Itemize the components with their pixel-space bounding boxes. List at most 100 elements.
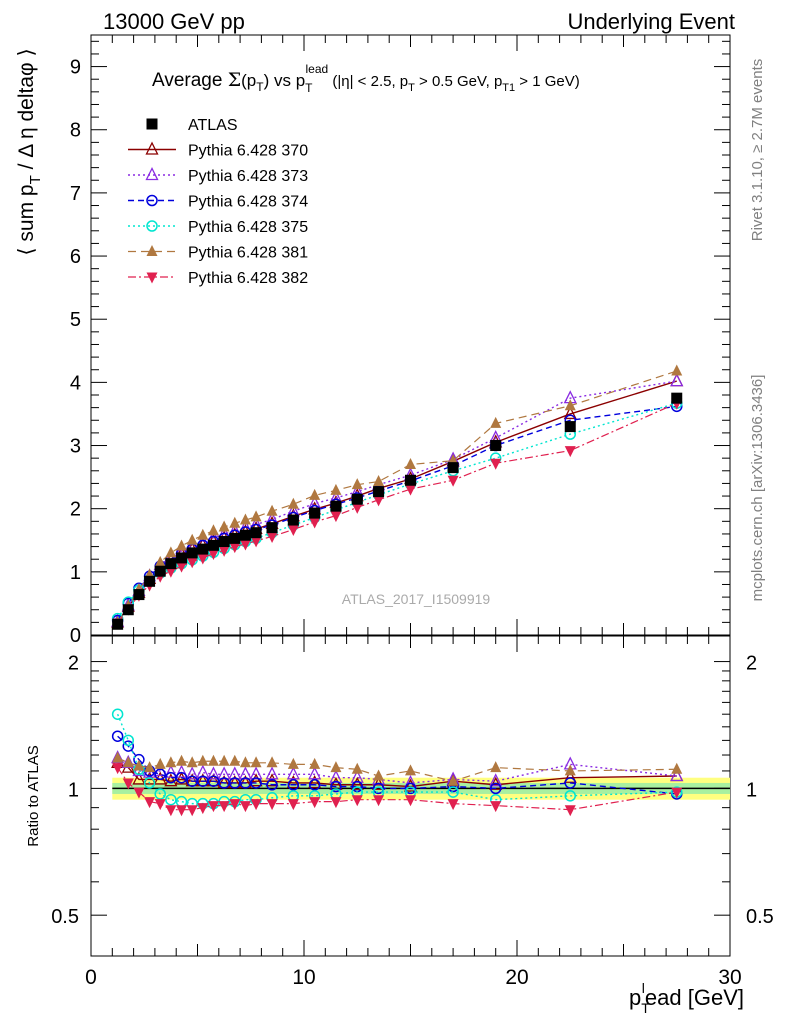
rivet-version-label: Rivet 3.1.10, ≥ 2.7M events xyxy=(749,59,766,242)
series-marker xyxy=(266,504,278,516)
series-marker xyxy=(564,805,576,817)
series-marker xyxy=(373,475,385,487)
series-marker xyxy=(239,539,251,551)
series-marker xyxy=(405,764,416,776)
series-marker xyxy=(250,510,262,522)
atlas-data-marker xyxy=(133,589,145,601)
series-marker xyxy=(563,405,577,420)
series-marker xyxy=(228,766,242,780)
x-tick-label: 20 xyxy=(505,966,528,989)
series-marker xyxy=(218,801,230,813)
series-line xyxy=(117,402,677,619)
series-marker xyxy=(250,756,262,768)
x-tick-label: 10 xyxy=(292,966,315,989)
series-marker xyxy=(309,517,321,529)
series-marker xyxy=(564,446,576,458)
series-marker xyxy=(146,194,158,207)
series-marker xyxy=(207,754,219,766)
atlas-data-marker xyxy=(671,392,683,404)
atlas-data-marker xyxy=(122,604,134,616)
series-marker xyxy=(154,768,166,781)
series-marker xyxy=(309,757,321,769)
series-marker xyxy=(122,778,134,790)
series-marker xyxy=(287,525,299,537)
series-marker xyxy=(145,167,159,181)
series-marker xyxy=(175,771,188,784)
x-tick-label: 0 xyxy=(85,966,97,989)
series-marker xyxy=(351,478,363,490)
atlas-data-marker xyxy=(112,618,124,630)
series-marker xyxy=(447,786,459,798)
atlas-data-marker xyxy=(229,532,241,544)
series-marker xyxy=(146,220,158,232)
series-marker xyxy=(373,495,385,507)
series-marker xyxy=(186,533,198,545)
atlas-data-marker xyxy=(186,547,198,559)
series-line xyxy=(117,380,677,623)
series-marker xyxy=(490,416,502,428)
series-marker xyxy=(133,787,145,799)
atlas-data-marker xyxy=(146,118,158,130)
analysis-watermark: ATLAS_2017_I1509919 xyxy=(342,591,491,607)
series-marker xyxy=(176,539,188,551)
ratio-series-5 xyxy=(112,763,683,817)
series-marker xyxy=(564,399,576,411)
series-marker xyxy=(111,708,124,720)
series-marker xyxy=(670,373,684,387)
ratio-y-tick-label: 0.5 xyxy=(51,906,79,928)
series-marker xyxy=(330,780,342,793)
legend-entry: Pythia 6.428 381 xyxy=(128,245,308,262)
main-y-tick-label: 3 xyxy=(70,436,81,458)
main-y-axis-label: ⟨ sum pT / Δ η deltaφ ⟩ xyxy=(15,48,44,255)
series-marker xyxy=(490,458,502,470)
series-marker xyxy=(265,766,279,780)
series-marker xyxy=(250,536,262,548)
legend-label: Pythia 6.428 375 xyxy=(188,219,308,236)
legend-entry: Pythia 6.428 382 xyxy=(128,270,308,287)
legend-entry: Pythia 6.428 375 xyxy=(128,219,308,236)
series-marker xyxy=(218,754,230,766)
series-marker xyxy=(671,364,683,376)
series-marker xyxy=(144,797,156,809)
main-y-tick-label: 1 xyxy=(70,562,81,584)
series-line xyxy=(117,405,677,621)
series-marker xyxy=(197,528,209,540)
legend-entry: Pythia 6.428 370 xyxy=(128,141,308,160)
series-marker xyxy=(372,782,385,795)
series-marker xyxy=(671,787,683,799)
atlas-data-marker xyxy=(490,440,502,452)
main-series-2 xyxy=(111,373,684,627)
series-marker xyxy=(309,797,321,809)
main-y-tick-label: 0 xyxy=(70,625,81,647)
ratio-y-tick-label-right: 2 xyxy=(746,653,757,675)
series-marker xyxy=(112,751,124,763)
series-marker xyxy=(239,801,251,813)
series-marker xyxy=(564,790,576,802)
ratio-axis-ticks: 0.5 0.51 12 20 10 20 30 xyxy=(51,636,774,989)
header-left-label: 13000 GeV pp xyxy=(103,9,245,34)
series-marker xyxy=(308,766,322,780)
ratio-series-line xyxy=(116,713,677,805)
series-marker xyxy=(122,740,135,752)
atlas-data-marker xyxy=(154,565,166,577)
series-marker xyxy=(144,761,156,773)
series-marker xyxy=(564,764,576,776)
main-series-4 xyxy=(111,397,683,625)
series-marker xyxy=(330,797,342,809)
main-y-tick-label: 9 xyxy=(70,57,81,79)
series-marker xyxy=(405,795,416,807)
series-marker xyxy=(207,524,219,536)
series-marker xyxy=(405,484,416,496)
series-marker xyxy=(164,773,178,787)
atlas-data-marker xyxy=(447,462,459,474)
series-marker xyxy=(250,799,262,811)
atlas-data-marker xyxy=(330,500,342,512)
series-marker xyxy=(154,757,166,769)
main-y-tick-label: 8 xyxy=(70,120,81,142)
main-plot-frame xyxy=(90,34,731,636)
main-y-tick-label: 5 xyxy=(70,309,81,331)
series-marker xyxy=(490,801,502,813)
series-marker xyxy=(404,782,417,795)
legend-label: Pythia 6.428 374 xyxy=(188,194,308,211)
legend-label: Pythia 6.428 373 xyxy=(188,168,308,185)
